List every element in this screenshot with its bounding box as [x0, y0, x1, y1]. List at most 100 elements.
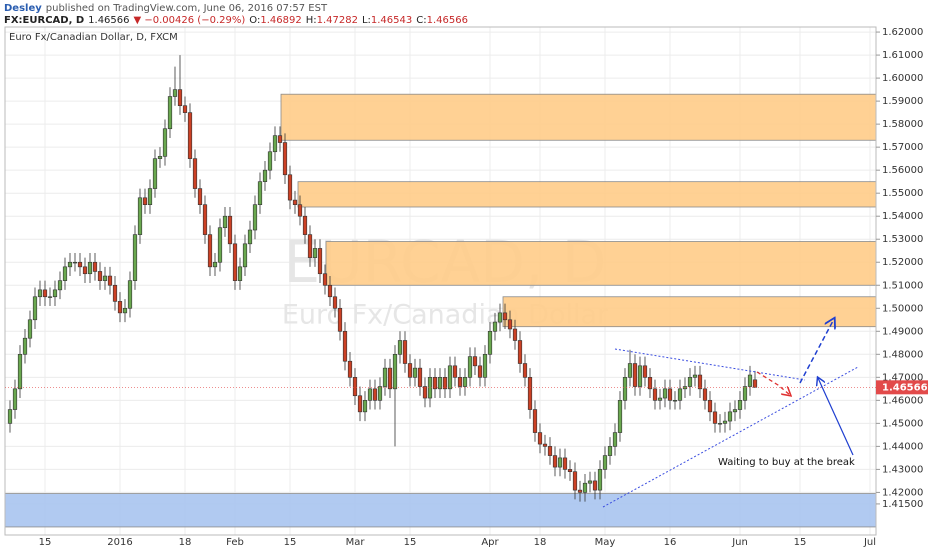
candle-body [697, 374, 703, 390]
candle-body [342, 330, 348, 362]
resistance-line [614, 348, 806, 381]
candle-body [357, 395, 363, 413]
candle-body [582, 482, 588, 493]
author: Desley [4, 3, 42, 14]
candle-body [327, 284, 333, 298]
axes: 1.62000 1.61000 1.60000 1.59000 1.58000 1.570… [5, 27, 928, 548]
zone [4, 493, 877, 528]
y-tick-label: 1.48000 [882, 349, 923, 360]
zones [4, 93, 877, 528]
candle-body [752, 379, 758, 388]
candle-body [657, 397, 663, 401]
candle-body [182, 105, 188, 113]
h-value: 1.47282 [317, 15, 358, 26]
candle-body [57, 280, 63, 291]
x-tick-label: 18 [179, 537, 192, 548]
x-tick-label: Jul [863, 537, 876, 548]
candle-body [692, 374, 698, 378]
candle-body [667, 388, 673, 401]
candle-body [642, 365, 648, 378]
y-tick-label: 1.61000 [882, 50, 923, 61]
zone [297, 181, 877, 208]
candle-body [622, 377, 628, 401]
y-tick-label: 1.42000 [882, 487, 923, 498]
candle-body [252, 204, 258, 231]
candle-body [107, 275, 113, 286]
candle-body [447, 365, 453, 390]
candle-body [132, 234, 138, 281]
last: 1.46566 [88, 15, 129, 26]
candle-body [197, 188, 203, 205]
breakout-arrow [799, 319, 834, 384]
candle-body [412, 367, 418, 378]
candle-body [322, 273, 328, 286]
candle-body [537, 432, 543, 445]
candle-body [387, 367, 393, 390]
candle-body [422, 386, 428, 399]
y-tick-label: 1.58000 [882, 119, 923, 130]
candle-body [747, 374, 753, 387]
x-tick-label: 16 [664, 537, 677, 548]
x-tick-label: 2016 [107, 537, 132, 548]
candle-body [77, 261, 83, 268]
candle-body [312, 248, 318, 258]
candle-body [227, 215, 233, 245]
x-tick-label: 15 [39, 537, 52, 548]
x-tick-label: 18 [534, 537, 547, 548]
published: published on TradingView.com, June 06, 2… [46, 3, 328, 14]
candle-body [172, 89, 178, 97]
candle-body [267, 151, 273, 171]
candle-body [222, 215, 228, 229]
candles [7, 55, 758, 502]
zone [502, 296, 877, 328]
candle-body [457, 377, 463, 387]
candle-body [17, 354, 23, 390]
candle-body [612, 432, 618, 447]
candle-body [572, 471, 578, 491]
y-tick-label: 1.41500 [882, 499, 923, 510]
candle-body [397, 340, 403, 355]
candle-body [647, 377, 653, 390]
annotation: Waiting to buy at the break [718, 457, 855, 468]
candle-body [247, 229, 253, 245]
x-tick-label: Jun [731, 537, 748, 548]
y-tick-label: 1.52000 [882, 257, 923, 268]
candle-body [72, 261, 78, 264]
y-tick-label: 1.43000 [882, 464, 923, 475]
candle-body [497, 312, 503, 323]
candle-body [347, 360, 353, 378]
candle-body [567, 469, 573, 473]
candle-body [602, 455, 608, 470]
candle-body [487, 330, 493, 355]
candle-body [652, 388, 658, 401]
y-tick-label: 1.49000 [882, 326, 923, 337]
candle-body [562, 457, 568, 470]
pointer-arrow [818, 378, 854, 456]
candle-body [52, 289, 58, 298]
price-tag: 1.46566 [882, 382, 928, 393]
candle-body [402, 340, 408, 364]
candle-body [257, 181, 263, 205]
candle-body [492, 321, 498, 332]
candle-body [202, 204, 208, 235]
y-tick-label: 1.45000 [882, 418, 923, 429]
candle-body [587, 480, 593, 484]
y-tick-label: 1.60000 [882, 73, 923, 84]
candle-body [42, 289, 48, 298]
x-tick-label: 15 [794, 537, 807, 548]
plot-frame [4, 26, 877, 536]
candle-body [147, 188, 153, 205]
y-tick-label: 1.47000 [882, 372, 923, 383]
candle-body [237, 266, 243, 281]
zone [325, 241, 877, 286]
candle-body [477, 365, 483, 378]
candle-body [732, 409, 738, 413]
candle-body [522, 363, 528, 378]
candle-body [32, 296, 38, 321]
h-key: H: [306, 15, 317, 26]
candle-body [97, 271, 103, 281]
candle-body [662, 388, 668, 399]
candle-body [462, 377, 468, 387]
candle-body [717, 423, 723, 425]
candle-body [637, 365, 643, 387]
